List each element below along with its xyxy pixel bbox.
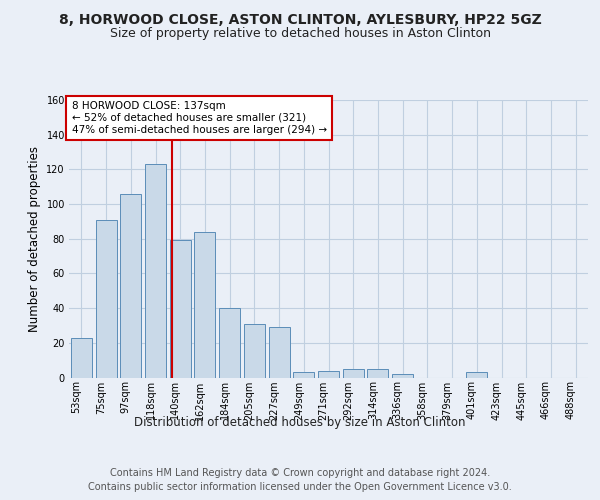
Bar	[318, 370, 339, 378]
Bar	[95, 220, 116, 378]
Text: Size of property relative to detached houses in Aston Clinton: Size of property relative to detached ho…	[110, 28, 491, 40]
Text: Contains public sector information licensed under the Open Government Licence v3: Contains public sector information licen…	[88, 482, 512, 492]
Text: Distribution of detached houses by size in Aston Clinton: Distribution of detached houses by size …	[134, 416, 466, 429]
Text: Contains HM Land Registry data © Crown copyright and database right 2024.: Contains HM Land Registry data © Crown c…	[110, 468, 490, 477]
Text: 8, HORWOOD CLOSE, ASTON CLINTON, AYLESBURY, HP22 5GZ: 8, HORWOOD CLOSE, ASTON CLINTON, AYLESBU…	[59, 12, 541, 26]
Text: 8 HORWOOD CLOSE: 137sqm
← 52% of detached houses are smaller (321)
47% of semi-d: 8 HORWOOD CLOSE: 137sqm ← 52% of detache…	[71, 102, 327, 134]
Bar	[244, 324, 265, 378]
Bar	[194, 232, 215, 378]
Bar	[343, 369, 364, 378]
Bar	[367, 369, 388, 378]
Bar	[145, 164, 166, 378]
Bar	[466, 372, 487, 378]
Y-axis label: Number of detached properties: Number of detached properties	[28, 146, 41, 332]
Bar	[269, 327, 290, 378]
Bar	[392, 374, 413, 378]
Bar	[293, 372, 314, 378]
Bar	[120, 194, 141, 378]
Bar	[71, 338, 92, 378]
Bar	[170, 240, 191, 378]
Bar	[219, 308, 240, 378]
